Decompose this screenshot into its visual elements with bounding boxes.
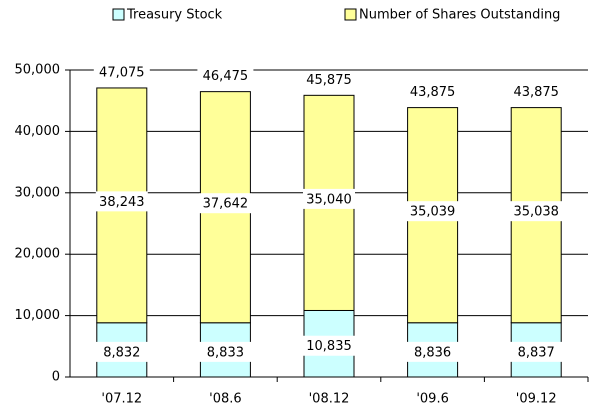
legend-swatch xyxy=(112,8,125,21)
label-bg xyxy=(95,191,148,212)
total-bg xyxy=(508,83,565,102)
legend-label: Number of Shares Outstanding xyxy=(359,8,560,23)
data-label: 35,040 xyxy=(306,192,352,207)
total-bg xyxy=(197,67,254,86)
x-tick-label: '07.12 xyxy=(101,392,142,407)
data-label: 37,642 xyxy=(203,197,249,212)
label-bg xyxy=(199,341,252,362)
x-tick-label: '08.6 xyxy=(209,392,242,407)
total-bg xyxy=(93,63,150,82)
label-bg xyxy=(95,341,148,362)
data-label: 8,837 xyxy=(518,345,555,360)
total-bg xyxy=(404,83,461,102)
x-tick-label: '08.12 xyxy=(309,392,350,407)
x-tick-label: '09.12 xyxy=(516,392,557,407)
data-label: 35,038 xyxy=(513,205,559,220)
x-tick-label: '09.6 xyxy=(416,392,449,407)
label-bg xyxy=(303,335,355,356)
legend-label: Treasury Stock xyxy=(126,8,223,23)
y-tick-label: 0 xyxy=(52,370,60,385)
total-label: 43,875 xyxy=(410,85,456,100)
data-label: 8,836 xyxy=(414,345,451,360)
y-tick-label: 40,000 xyxy=(15,124,61,139)
total-bg xyxy=(301,71,357,90)
y-tick-label: 20,000 xyxy=(15,247,61,262)
total-label: 45,875 xyxy=(306,73,352,88)
data-label: 8,832 xyxy=(103,345,140,360)
data-label: 8,833 xyxy=(207,345,244,360)
label-bg xyxy=(303,188,355,209)
y-tick-label: 30,000 xyxy=(15,185,61,200)
label-bg xyxy=(406,341,459,362)
legend-swatch xyxy=(344,8,357,21)
total-label: 46,475 xyxy=(203,69,249,84)
data-label: 35,039 xyxy=(410,205,456,220)
data-label: 38,243 xyxy=(99,195,145,210)
y-tick-label: 50,000 xyxy=(15,63,61,78)
label-bg xyxy=(406,201,459,222)
label-bg xyxy=(510,341,563,362)
y-tick-label: 10,000 xyxy=(15,308,61,323)
total-label: 43,875 xyxy=(513,85,559,100)
total-label: 47,075 xyxy=(99,65,145,80)
data-label: 10,835 xyxy=(306,339,352,354)
label-bg xyxy=(510,201,563,222)
label-bg xyxy=(199,193,252,214)
